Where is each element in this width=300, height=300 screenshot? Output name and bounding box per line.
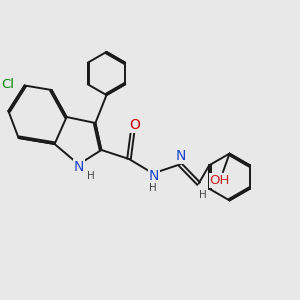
Text: H: H (87, 171, 95, 181)
Text: N: N (148, 169, 159, 183)
Text: H: H (199, 190, 207, 200)
Text: OH: OH (210, 174, 230, 187)
Text: N: N (176, 149, 186, 163)
Text: N: N (74, 160, 84, 174)
Text: H: H (148, 183, 156, 193)
Text: Cl: Cl (2, 77, 15, 91)
Text: O: O (130, 118, 140, 132)
